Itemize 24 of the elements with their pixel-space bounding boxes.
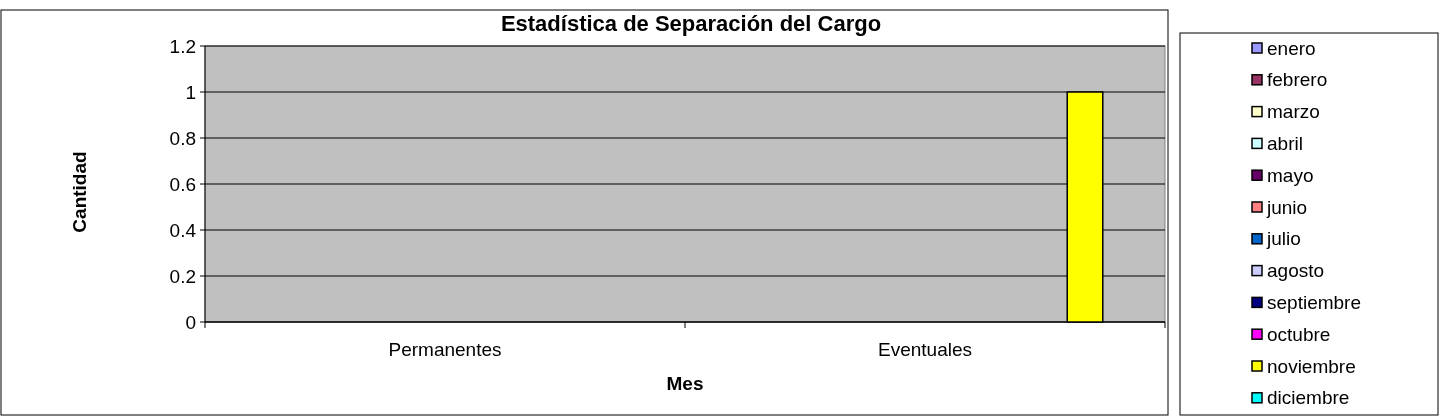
- legend-label: agosto: [1267, 260, 1325, 282]
- legend-label: febrero: [1267, 69, 1328, 91]
- legend-label: noviembre: [1267, 355, 1356, 377]
- y-tick-label: 0: [185, 311, 196, 333]
- y-tick-label: 0.4: [169, 219, 197, 241]
- x-tick-label: Eventuales: [877, 339, 973, 360]
- legend-label: marzo: [1267, 101, 1320, 123]
- legend-label: abril: [1267, 133, 1303, 155]
- chart-title: Estadística de Separación del Cargo: [500, 11, 882, 36]
- legend-label: septiembre: [1267, 292, 1361, 314]
- legend-label: enero: [1267, 37, 1316, 59]
- legend-label: junio: [1266, 196, 1308, 218]
- legend-label: diciembre: [1267, 387, 1350, 409]
- y-tick-label: 1.2: [169, 35, 196, 57]
- y-tick-label: 0.2: [169, 265, 196, 287]
- legend-label: julio: [1266, 228, 1301, 250]
- x-tick-label: Permanentes: [388, 339, 502, 360]
- x-axis-title: Mes: [666, 373, 704, 394]
- y-axis-title: Cantidad: [69, 151, 90, 233]
- y-tick-label: 1: [185, 81, 196, 103]
- y-tick-label: 0.6: [169, 173, 196, 195]
- y-tick-label: 0.8: [169, 127, 196, 149]
- legend-label: octubre: [1267, 323, 1331, 345]
- legend-label: mayo: [1267, 164, 1314, 186]
